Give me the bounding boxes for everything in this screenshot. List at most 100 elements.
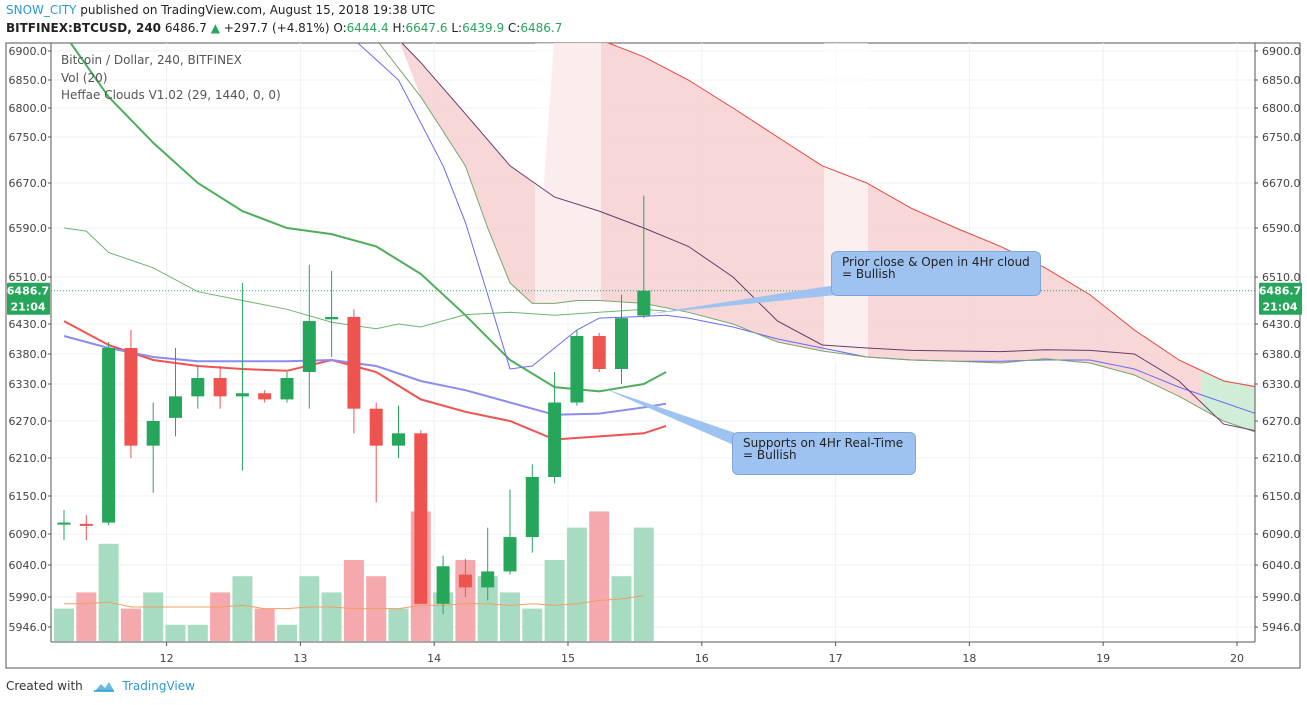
candle-body <box>102 348 116 523</box>
price-badge-value-right: 6486.7 <box>1259 285 1301 298</box>
indicator-line <box>357 43 1255 414</box>
y-tick-label-left: 6670.0 <box>9 177 48 190</box>
callout-pointer <box>648 285 836 314</box>
x-tick-label: 19 <box>1096 652 1110 665</box>
candle-body <box>392 433 405 446</box>
y-tick-label-right: 6590.0 <box>1262 222 1301 235</box>
publish-text: published on TradingView.com, August 15,… <box>76 3 435 17</box>
y-tick-label-right: 6090.0 <box>1262 528 1301 541</box>
x-tick-label: 18 <box>962 652 976 665</box>
candle-body <box>615 318 628 369</box>
x-tick-label: 13 <box>293 652 307 665</box>
author-link[interactable]: SNOW_CITY <box>6 3 77 17</box>
candle-body <box>347 316 361 409</box>
candle-body <box>79 523 93 526</box>
volume-bar <box>477 576 498 641</box>
candle-body <box>637 290 651 316</box>
candle-body <box>369 408 383 446</box>
volume-bar <box>232 576 253 641</box>
volume-bar <box>143 592 164 641</box>
x-tick-label: 20 <box>1230 652 1244 665</box>
x-tick-label: 17 <box>829 652 843 665</box>
last-price: 6486.7 <box>164 21 207 35</box>
volume-bar <box>611 576 632 641</box>
candle-body <box>481 571 495 588</box>
y-tick-label-right: 6670.0 <box>1262 177 1301 190</box>
y-tick-label-right: 5946.0 <box>1262 621 1301 634</box>
indicator-line <box>63 227 667 330</box>
y-tick-label-right: 6850.0 <box>1262 74 1301 87</box>
volume-bar <box>76 592 97 641</box>
y-tick-label-left: 6330.0 <box>9 378 48 391</box>
y-tick-label-left: 6800.0 <box>9 102 48 115</box>
x-tick-label: 15 <box>561 652 575 665</box>
candle-body <box>458 574 472 588</box>
y-tick-label-right: 6430.0 <box>1262 318 1301 331</box>
candle-body <box>213 378 227 397</box>
y-tick-label-left: 6900.0 <box>9 45 48 58</box>
callout-supports-line1: Supports on 4Hr Real-Time <box>743 436 904 450</box>
legend-symbol[interactable]: Bitcoin / Dollar, 240, BITFINEX <box>61 53 242 67</box>
high-label: H: <box>392 21 406 35</box>
x-tick-label: 14 <box>427 652 441 665</box>
tradingview-logo-icon <box>93 680 115 692</box>
candle-body <box>325 316 339 320</box>
legend-indicator[interactable]: Heffae Clouds V1.02 (29, 1440, 0, 0) <box>61 88 281 102</box>
x-tick-label: 12 <box>160 652 174 665</box>
candle-body <box>436 566 450 604</box>
triangle-up-icon: ▲ <box>210 21 220 35</box>
price-badge-left <box>7 282 50 315</box>
price-badge-countdown-left: 21:04 <box>10 301 45 314</box>
cloud-gap-band <box>824 43 868 363</box>
created-with-text: Created with <box>6 679 83 693</box>
y-tick-label-left: 5946.0 <box>9 621 48 634</box>
y-tick-label-left: 6430.0 <box>9 318 48 331</box>
legend-volume[interactable]: Vol (20) <box>61 71 108 85</box>
indicator-line <box>69 43 667 393</box>
price-change: +297.7 (+4.81%) <box>223 21 330 35</box>
publish-info: SNOW_CITY published on TradingView.com, … <box>6 3 435 17</box>
volume-bar <box>54 608 74 641</box>
indicator-line <box>63 320 667 441</box>
y-tick-label-right: 6900.0 <box>1262 45 1301 58</box>
volume-bar <box>500 592 520 641</box>
close-value: 6486.7 <box>520 21 563 35</box>
candle-body <box>191 378 205 397</box>
candle-body <box>570 336 584 403</box>
candle-body <box>146 421 160 446</box>
volume-ma-line <box>64 595 644 610</box>
ohlc-bar: BITFINEX:BTCUSD, 240 6486.7 ▲ +297.7 (+4… <box>6 21 562 35</box>
volume-bar <box>589 511 610 641</box>
y-tick-label-right: 6510.0 <box>1262 271 1301 284</box>
price-badge-countdown-right: 21:04 <box>1262 301 1297 314</box>
y-tick-label-left: 6040.0 <box>9 559 48 572</box>
high-value: 6647.6 <box>405 21 448 35</box>
candle-body <box>124 348 138 446</box>
y-tick-label-left: 6210.0 <box>9 452 48 465</box>
indicator-line <box>378 43 1255 433</box>
candle-body <box>503 537 517 572</box>
candle-body <box>592 336 606 369</box>
y-tick-label-right: 6380.0 <box>1262 348 1301 361</box>
candle-body <box>280 378 294 400</box>
open-label: O: <box>333 21 347 35</box>
y-tick-label-left: 6750.0 <box>9 131 48 144</box>
volume-bar <box>277 624 297 641</box>
symbol-label: BITFINEX:BTCUSD, 240 <box>6 21 162 35</box>
volume-bar <box>165 624 186 641</box>
indicator-line <box>63 335 667 416</box>
y-tick-label-right: 6800.0 <box>1262 102 1301 115</box>
tradingview-link[interactable]: TradingView <box>122 679 195 693</box>
candle-body <box>258 393 272 400</box>
candle-body <box>548 402 562 477</box>
volume-bar <box>98 543 119 641</box>
y-tick-label-right: 6330.0 <box>1262 378 1301 391</box>
volume-bar <box>522 608 543 641</box>
candle-body <box>57 522 71 525</box>
close-label: C: <box>507 21 521 35</box>
y-tick-label-left: 6590.0 <box>9 222 48 235</box>
volume-bar <box>120 608 141 641</box>
indicator-line <box>401 43 1255 432</box>
volume-bar <box>544 560 565 641</box>
